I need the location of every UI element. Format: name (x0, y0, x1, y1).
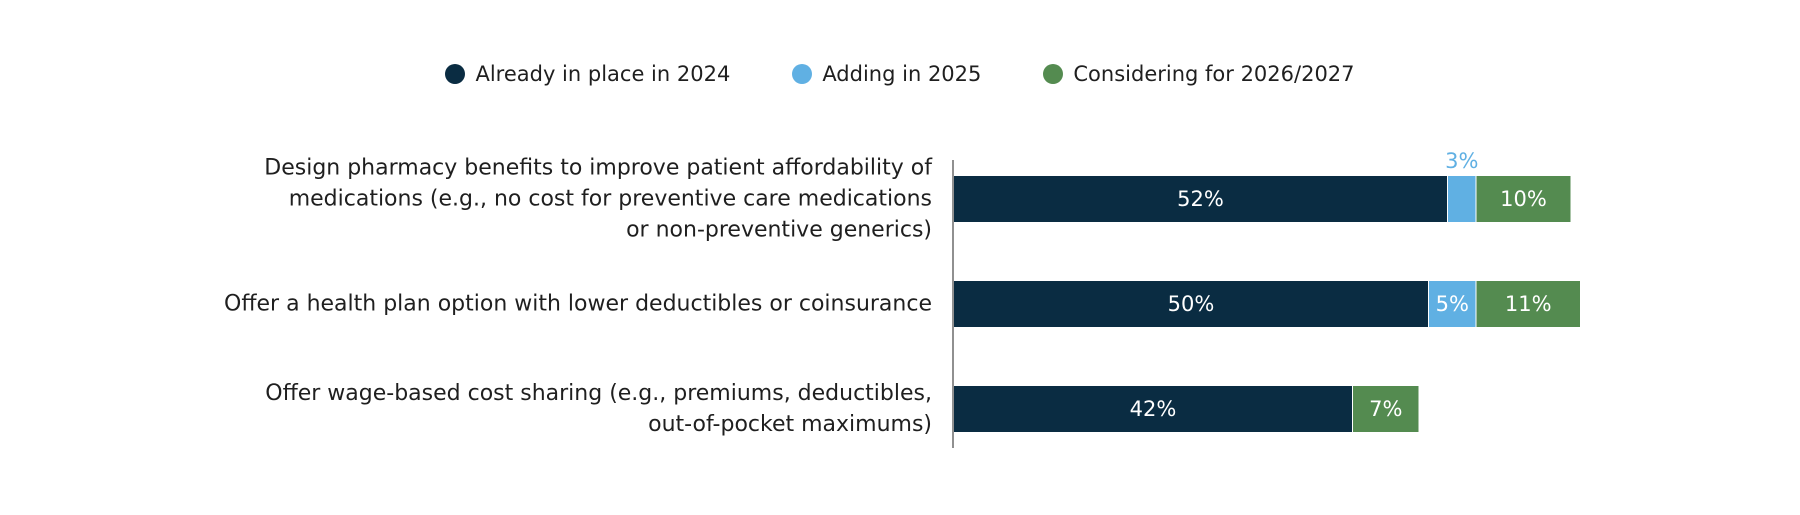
category-label-1-line-2: medications (e.g., no cost for preventiv… (289, 187, 932, 212)
legend-swatch-adding-2025 (792, 64, 813, 84)
data-label-1-series-2: 3% (1445, 149, 1478, 173)
data-label-3-series-3: 7% (1369, 397, 1402, 421)
category-label-1-line-1: Design pharmacy benefits to improve pati… (264, 156, 933, 181)
category-label-2-line-1: Offer a health plan option with lower de… (224, 292, 932, 317)
category-label-3-line-2: out-of-pocket maximums) (648, 412, 932, 437)
data-label-2-series-1: 50% (1168, 292, 1215, 316)
bar-2-series-2 (1429, 281, 1476, 327)
bar-1-series-2 (1448, 176, 1476, 222)
legend: Already in place in 2024 Adding in 2025 … (0, 62, 1800, 86)
legend-label-adding-2025: Adding in 2025 (822, 62, 982, 86)
legend-item-considering: Considering for 2026/2027 (1043, 62, 1355, 86)
bar-3-series-1 (954, 386, 1352, 432)
legend-swatch-already-in-place (445, 64, 466, 84)
legend-label-considering: Considering for 2026/2027 (1073, 62, 1355, 86)
data-label-2-series-3: 11% (1505, 292, 1552, 316)
data-label-3-series-1: 42% (1130, 397, 1177, 421)
bar-1-series-3 (1476, 176, 1571, 222)
legend-swatch-considering (1043, 64, 1064, 84)
data-label-2-series-2: 5% (1436, 292, 1469, 316)
bar-2-series-1 (954, 281, 1428, 327)
data-label-1-series-1: 52% (1177, 187, 1224, 211)
bar-2-series-3 (1476, 281, 1580, 327)
legend-label-already-in-place: Already in place in 2024 (475, 62, 731, 86)
category-label-1-line-3: or non-preventive generics) (626, 218, 932, 243)
bar-1-series-1 (954, 176, 1447, 222)
category-label-3-line-1: Offer wage-based cost sharing (e.g., pre… (265, 381, 932, 406)
bar-3-series-3 (1353, 386, 1419, 432)
legend-item-adding-2025: Adding in 2025 (792, 62, 981, 86)
legend-item-already-in-place: Already in place in 2024 (445, 62, 730, 86)
data-label-1-series-3: 10% (1500, 187, 1547, 211)
